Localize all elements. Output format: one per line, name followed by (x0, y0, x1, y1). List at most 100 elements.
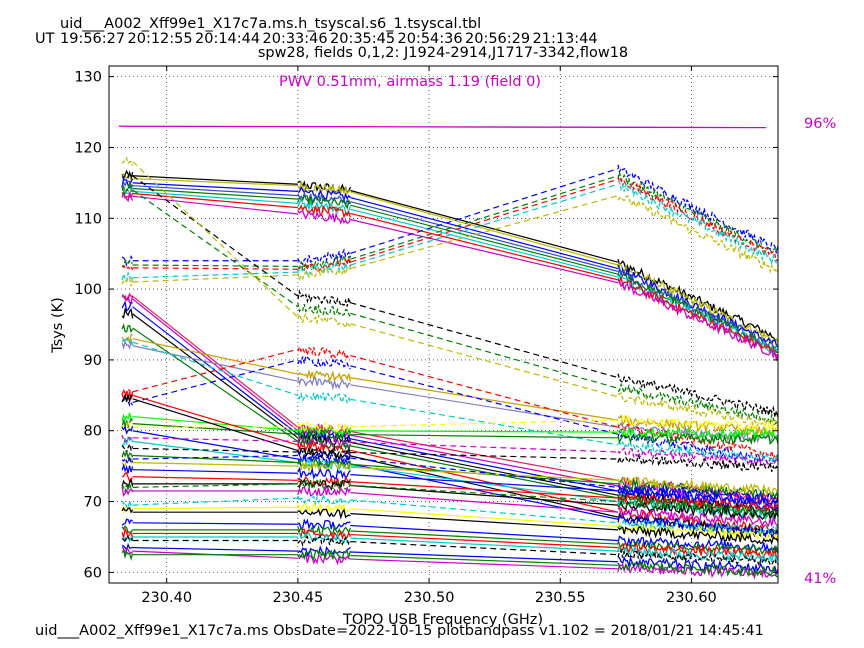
x-axis-ticks: 230.40 230.45 230.50 230.55 230.60 (141, 66, 717, 606)
series-line (121, 195, 778, 287)
series-connector (350, 551, 618, 563)
series-segment (297, 266, 351, 281)
series-segment (121, 271, 134, 283)
series-connector (350, 537, 618, 552)
series-segment (297, 376, 351, 391)
series-connector (350, 533, 618, 549)
series-segment (121, 518, 133, 526)
series-segment (617, 560, 778, 578)
series-segment (617, 521, 778, 542)
series-segment (617, 195, 778, 274)
series-segment (617, 172, 778, 255)
y-tick-label: 70 (84, 495, 102, 511)
series-connector (132, 454, 298, 464)
series-connector (132, 274, 298, 283)
x-axis-label: TOPO USB Frequency (GHz) (342, 612, 543, 628)
series-segment (121, 337, 134, 346)
series-segment (121, 307, 134, 319)
series-connector (350, 484, 619, 506)
series-connector (132, 546, 298, 552)
series-line (121, 534, 778, 568)
series-segment (121, 548, 134, 562)
series-segment (297, 441, 352, 455)
series-segment (122, 265, 134, 271)
series-connector (132, 447, 298, 453)
series-segment (121, 434, 133, 443)
series-connector (350, 208, 619, 278)
series-segment (617, 525, 778, 546)
footer-text: uid___A002_Xff99e1_X17c7a.ms ObsDate=202… (35, 623, 764, 639)
series-connector (350, 441, 618, 453)
series-segment (297, 391, 351, 405)
series-connector (132, 161, 299, 318)
series-segment (617, 507, 778, 528)
series-segment (617, 392, 778, 429)
series-segment (297, 312, 351, 329)
series-connector (132, 476, 298, 481)
series-segment (297, 289, 352, 307)
series-segment (617, 382, 778, 426)
series-segment (297, 502, 351, 514)
series-segment (121, 527, 134, 539)
ut-time-label: 20:12:55 (128, 31, 193, 47)
series-segment (297, 302, 351, 317)
series-line (121, 292, 778, 503)
series-segment (617, 180, 778, 267)
series-connector (350, 178, 619, 263)
y-tick-label: 80 (84, 424, 102, 440)
series-line (121, 442, 778, 472)
series-connector (350, 195, 619, 270)
series-line (121, 414, 778, 433)
series-line (121, 434, 778, 468)
series-segment (297, 445, 352, 459)
series-connector (350, 499, 619, 524)
ut-time-label: 20:35:45 (330, 31, 395, 47)
series-connector (350, 384, 619, 428)
series-line (121, 337, 778, 464)
series-segment (297, 369, 352, 384)
series-line (121, 506, 778, 546)
series-segment (617, 496, 778, 518)
series-segment (617, 265, 778, 352)
series-segment (617, 259, 778, 343)
series-segment (121, 477, 134, 489)
series-segment (617, 544, 778, 564)
series-segment (617, 431, 778, 446)
series-connector (132, 338, 299, 375)
series-segment (121, 424, 134, 435)
series-line (121, 394, 778, 537)
series-connector (350, 430, 618, 433)
series-connector (350, 554, 618, 566)
series-connector (132, 341, 299, 396)
series-segment (122, 170, 133, 179)
series-connector (350, 191, 619, 266)
series-segment (297, 209, 352, 225)
series-segment (297, 426, 352, 437)
series-segment (121, 506, 134, 514)
series-segment (297, 535, 351, 547)
series-connector (132, 264, 298, 268)
series-connector (132, 267, 298, 270)
y-tick-label: 90 (84, 353, 102, 369)
series-segment (121, 323, 134, 334)
series-segment (297, 257, 352, 272)
series-line (121, 333, 778, 437)
series-segment (121, 456, 134, 466)
series-layer (118, 125, 778, 581)
series-segment (617, 562, 778, 581)
series-connector (350, 474, 619, 492)
series-segment (297, 194, 351, 210)
series-connector (132, 454, 298, 460)
series-segment (121, 156, 134, 167)
series-connector (350, 455, 619, 518)
series-connector (350, 218, 619, 284)
y-axis-label: Tsys (K) (50, 297, 66, 354)
series-segment (297, 531, 351, 544)
series-line (121, 531, 778, 564)
x-tick-label: 230.50 (404, 590, 455, 606)
series-connector (350, 530, 618, 545)
series-connector (132, 327, 299, 442)
series-segment (121, 394, 133, 404)
series-line (121, 192, 778, 358)
series-connector (350, 189, 619, 263)
